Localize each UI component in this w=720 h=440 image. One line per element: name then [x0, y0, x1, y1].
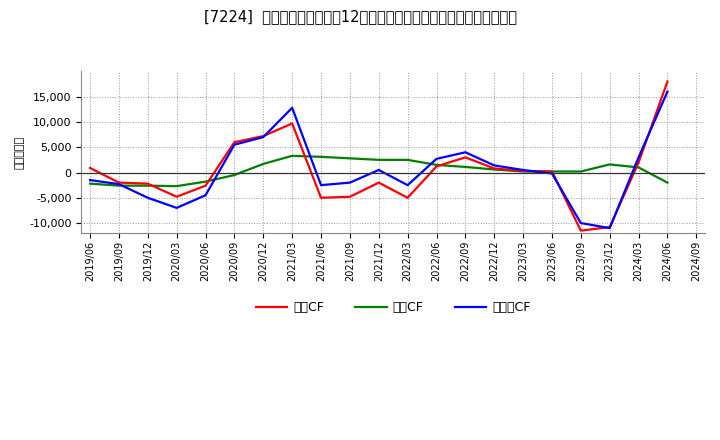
投賃CF — [86, 181, 94, 186]
営業CF — [634, 160, 643, 165]
投賃CF — [374, 157, 383, 162]
Line: 営業CF: 営業CF — [90, 81, 667, 231]
営業CF — [519, 169, 528, 174]
フリーCF — [230, 142, 239, 147]
投賃CF — [519, 169, 528, 174]
Line: フリーCF: フリーCF — [90, 92, 667, 228]
営業CF — [663, 79, 672, 84]
投賃CF — [403, 157, 412, 162]
フリーCF — [577, 220, 585, 226]
営業CF — [259, 133, 268, 139]
フリーCF — [114, 181, 123, 187]
フリーCF — [288, 105, 297, 110]
営業CF — [577, 228, 585, 233]
フリーCF — [172, 205, 181, 210]
フリーCF — [461, 150, 469, 155]
営業CF — [606, 224, 614, 230]
営業CF — [143, 181, 152, 186]
投賃CF — [548, 169, 557, 174]
営業CF — [317, 195, 325, 201]
営業CF — [548, 169, 557, 174]
営業CF — [490, 166, 498, 171]
営業CF — [201, 183, 210, 188]
フリーCF — [663, 89, 672, 94]
投賃CF — [577, 169, 585, 174]
投賃CF — [634, 165, 643, 170]
営業CF — [461, 155, 469, 160]
Line: 投賃CF: 投賃CF — [90, 156, 667, 186]
投賃CF — [259, 161, 268, 167]
投賃CF — [288, 153, 297, 158]
投賃CF — [172, 183, 181, 189]
フリーCF — [374, 167, 383, 172]
営業CF — [114, 180, 123, 185]
フリーCF — [606, 225, 614, 231]
フリーCF — [317, 183, 325, 188]
営業CF — [432, 164, 441, 169]
投賃CF — [114, 183, 123, 188]
フリーCF — [201, 193, 210, 198]
フリーCF — [259, 135, 268, 140]
フリーCF — [346, 180, 354, 185]
投賃CF — [317, 154, 325, 159]
フリーCF — [519, 167, 528, 172]
Text: [7224]  キャッシュフローの12か月移動合計の対前年同期増減額の推移: [7224] キャッシュフローの12か月移動合計の対前年同期増減額の推移 — [204, 9, 516, 24]
フリーCF — [432, 156, 441, 161]
営業CF — [230, 139, 239, 145]
フリーCF — [403, 183, 412, 188]
Y-axis label: （百万円）: （百万円） — [15, 136, 25, 169]
営業CF — [346, 194, 354, 199]
投賃CF — [230, 172, 239, 178]
営業CF — [403, 195, 412, 201]
投賃CF — [201, 179, 210, 184]
Legend: 営業CF, 投賃CF, フリーCF: 営業CF, 投賃CF, フリーCF — [251, 296, 536, 319]
投賃CF — [432, 162, 441, 168]
フリーCF — [490, 163, 498, 168]
フリーCF — [143, 195, 152, 201]
フリーCF — [634, 155, 643, 160]
投賃CF — [663, 180, 672, 185]
投賃CF — [143, 183, 152, 188]
営業CF — [86, 165, 94, 171]
投賃CF — [346, 156, 354, 161]
フリーCF — [86, 177, 94, 183]
投賃CF — [490, 167, 498, 172]
営業CF — [288, 121, 297, 126]
営業CF — [172, 194, 181, 199]
投賃CF — [461, 164, 469, 169]
営業CF — [374, 180, 383, 185]
フリーCF — [548, 171, 557, 176]
投賃CF — [606, 162, 614, 167]
